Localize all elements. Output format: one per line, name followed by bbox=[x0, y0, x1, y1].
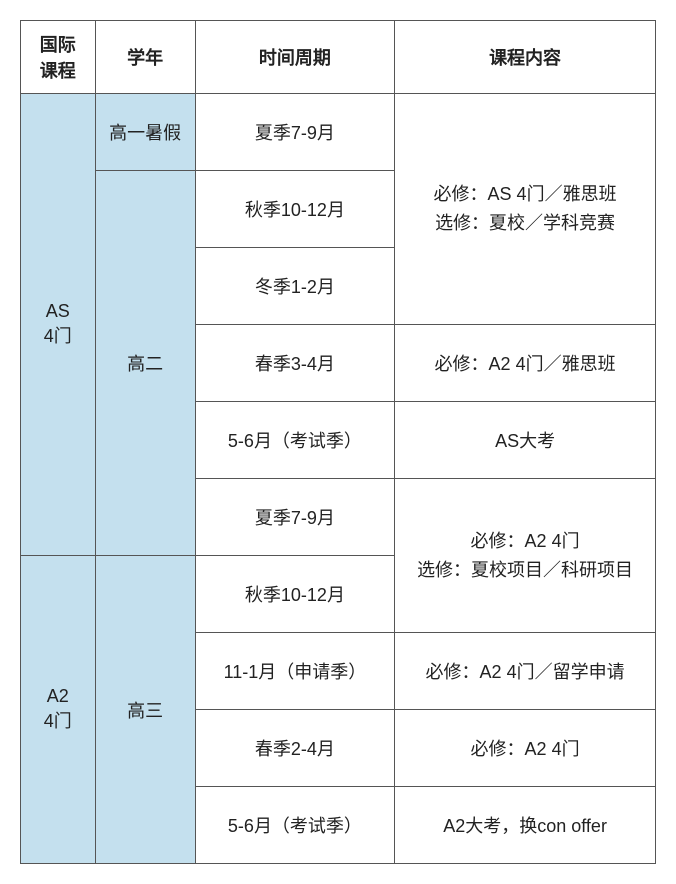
header-period: 时间周期 bbox=[195, 21, 394, 94]
year-g3-cell: 高三 bbox=[95, 556, 195, 864]
content-a2-exam: A2大考，换con offer bbox=[395, 787, 656, 864]
content-text: A2大考，换con offer bbox=[443, 816, 607, 836]
content-text: 必修：A2 4门／雅思班 bbox=[435, 354, 616, 374]
content-line: 选修：夏校项目／科研项目 bbox=[395, 556, 655, 585]
header-course: 国际 课程 bbox=[21, 21, 96, 94]
header-content-text: 课程内容 bbox=[489, 48, 561, 68]
content-as-spring: 必修：A2 4门／雅思班 bbox=[395, 325, 656, 402]
as-course-label: AS 4门 bbox=[44, 301, 72, 348]
period-cell: 春季2-4月 bbox=[195, 710, 394, 787]
header-period-text: 时间周期 bbox=[259, 48, 331, 68]
content-text: 必修：A2 4门／留学申请 bbox=[426, 662, 625, 682]
period-cell: 秋季10-12月 bbox=[195, 171, 394, 248]
table-row: AS 4门 高一暑假 夏季7-9月 必修：AS 4门／雅思班 选修：夏校／学科竞… bbox=[21, 94, 656, 171]
a2-course-label: A2 4门 bbox=[44, 686, 72, 733]
header-course-text: 国际 课程 bbox=[40, 31, 76, 83]
period-text: 冬季1-2月 bbox=[255, 277, 335, 297]
content-as-block1: 必修：AS 4门／雅思班 选修：夏校／学科竞赛 bbox=[395, 94, 656, 325]
content-line: 选修：夏校／学科竞赛 bbox=[395, 209, 655, 238]
period-cell: 5-6月（考试季） bbox=[195, 402, 394, 479]
period-cell: 冬季1-2月 bbox=[195, 248, 394, 325]
period-text: 春季2-4月 bbox=[255, 739, 335, 759]
period-text: 秋季10-12月 bbox=[245, 585, 345, 605]
period-text: 11-1月（申请季） bbox=[224, 662, 367, 682]
header-content: 课程内容 bbox=[395, 21, 656, 94]
year-g2: 高二 bbox=[127, 354, 163, 374]
period-cell: 秋季10-12月 bbox=[195, 556, 394, 633]
period-cell: 11-1月（申请季） bbox=[195, 633, 394, 710]
content-a2-apply: 必修：A2 4门／留学申请 bbox=[395, 633, 656, 710]
period-text: 夏季7-9月 bbox=[255, 508, 335, 528]
content-as-exam: AS大考 bbox=[395, 402, 656, 479]
a2-course-cell: A2 4门 bbox=[21, 556, 96, 864]
header-row: 国际 课程 学年 时间周期 课程内容 bbox=[21, 21, 656, 94]
period-text: 5-6月（考试季） bbox=[228, 431, 362, 451]
as-course-cell: AS 4门 bbox=[21, 94, 96, 556]
period-cell: 春季3-4月 bbox=[195, 325, 394, 402]
header-year-text: 学年 bbox=[127, 48, 163, 68]
content-line: 必修：A2 4门 bbox=[395, 527, 655, 556]
content-a2-summer-fall: 必修：A2 4门 选修：夏校项目／科研项目 bbox=[395, 479, 656, 633]
schedule-table: 国际 课程 学年 时间周期 课程内容 AS 4门 高一暑假 夏季7-9月 必修：… bbox=[20, 20, 656, 864]
content-text: 必修：A2 4门 bbox=[471, 739, 580, 759]
header-year: 学年 bbox=[95, 21, 195, 94]
year-g3: 高三 bbox=[127, 701, 163, 721]
period-text: 5-6月（考试季） bbox=[228, 816, 362, 836]
content-text: AS大考 bbox=[495, 431, 555, 451]
period-text: 秋季10-12月 bbox=[245, 200, 345, 220]
period-text: 春季3-4月 bbox=[255, 354, 335, 374]
period-cell: 5-6月（考试季） bbox=[195, 787, 394, 864]
content-a2-spring: 必修：A2 4门 bbox=[395, 710, 656, 787]
year-g1summer-cell: 高一暑假 bbox=[95, 94, 195, 171]
year-g2-cell: 高二 bbox=[95, 171, 195, 556]
period-cell: 夏季7-9月 bbox=[195, 479, 394, 556]
year-g1summer: 高一暑假 bbox=[109, 123, 181, 143]
period-text: 夏季7-9月 bbox=[255, 123, 335, 143]
period-cell: 夏季7-9月 bbox=[195, 94, 394, 171]
content-line: 必修：AS 4门／雅思班 bbox=[395, 180, 655, 209]
